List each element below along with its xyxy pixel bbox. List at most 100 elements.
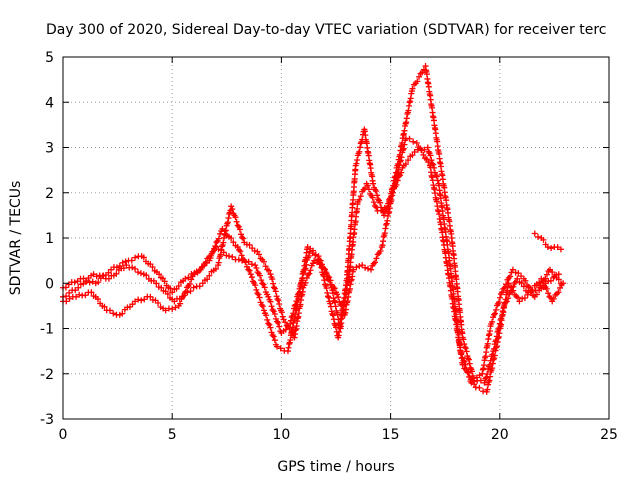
data-point-track-a <box>463 348 470 355</box>
data-point-track-b <box>199 280 206 287</box>
data-point-track-c <box>135 296 142 303</box>
data-point-track-b <box>272 288 279 295</box>
data-point-track-b <box>496 299 503 306</box>
data-point-track-c <box>268 329 275 336</box>
data-point-track-a <box>276 323 283 330</box>
data-point-track-c <box>557 284 564 291</box>
data-point-track-b <box>235 223 242 230</box>
data-point-track-b <box>327 277 334 284</box>
data-point-track-c <box>320 273 327 280</box>
data-point-track-b <box>217 251 224 258</box>
data-point-track-b <box>158 284 165 291</box>
data-point-track-c <box>330 316 337 323</box>
data-point-track-c <box>397 157 404 164</box>
data-point-track-b <box>190 284 197 291</box>
data-point-track-b <box>507 273 514 280</box>
data-point-track-a <box>260 281 267 288</box>
data-point-track-b <box>276 300 283 307</box>
data-point-track-c <box>550 295 557 302</box>
data-point-track-c <box>260 307 267 314</box>
data-point-track-d <box>540 236 547 243</box>
data-point-track-b <box>353 264 360 271</box>
data-point-track-c <box>476 384 483 391</box>
data-point-track-b <box>271 285 278 292</box>
data-point-track-a <box>149 263 156 270</box>
data-point-track-a <box>256 272 263 279</box>
data-point-track-c <box>255 291 262 298</box>
data-point-track-c <box>539 278 546 285</box>
data-point-track-b <box>105 275 112 282</box>
data-point-track-a <box>267 298 274 305</box>
data-point-track-c <box>106 307 113 314</box>
data-point-track-c <box>94 296 101 303</box>
data-point-track-b <box>411 149 418 156</box>
data-point-track-c <box>266 321 273 328</box>
data-point-track-c <box>353 160 360 167</box>
data-point-track-b <box>496 294 503 301</box>
data-point-track-b <box>132 265 139 272</box>
axis-ticks: 0 5 10 15 20 25 -3 -2 -1 0 1 2 3 4 5 <box>40 50 618 443</box>
data-point-track-c <box>270 333 277 340</box>
data-point-track-a <box>258 277 265 284</box>
data-point-track-c <box>327 303 334 310</box>
data-point-track-a <box>543 271 550 278</box>
data-point-track-a <box>140 254 147 261</box>
data-point-track-c <box>73 293 80 300</box>
data-point-track-c <box>274 343 281 350</box>
data-point-track-a <box>105 269 112 276</box>
data-point-track-b <box>265 267 272 274</box>
data-point-track-c <box>354 157 361 164</box>
data-point-track-b <box>220 239 227 246</box>
data-point-track-c <box>401 141 408 148</box>
data-point-track-d <box>544 244 551 251</box>
data-point-track-b <box>428 157 435 164</box>
data-point-track-a <box>356 196 363 203</box>
data-point-track-a <box>549 269 556 276</box>
data-point-track-c <box>464 369 471 376</box>
data-point-track-b <box>260 258 267 265</box>
data-point-track-c <box>386 196 393 203</box>
data-point-track-c <box>514 294 521 301</box>
data-point-track-a <box>481 379 488 386</box>
data-point-track-b <box>306 270 313 277</box>
data-point-track-a <box>119 259 126 266</box>
data-point-track-c <box>471 381 478 388</box>
data-point-track-b <box>427 152 434 159</box>
data-point-track-c <box>211 247 218 254</box>
y-tick-label: 0 <box>45 276 54 292</box>
data-point-track-c <box>182 288 189 295</box>
data-point-track-a <box>122 258 129 265</box>
data-point-track-c <box>374 192 381 199</box>
data-point-track-b <box>164 290 171 297</box>
data-point-track-c <box>330 312 337 319</box>
data-point-track-c <box>101 303 108 310</box>
data-point-track-a <box>156 271 163 278</box>
data-point-track-c <box>177 300 184 307</box>
data-point-track-c <box>66 295 73 302</box>
data-point-track-c <box>317 261 324 268</box>
data-point-track-a <box>370 199 377 206</box>
data-point-track-c <box>269 332 276 339</box>
data-point-track-c <box>356 148 363 155</box>
data-point-track-b <box>237 231 244 238</box>
data-point-track-a <box>372 202 379 209</box>
data-point-track-a <box>357 193 364 200</box>
data-point-track-b <box>212 265 219 272</box>
data-point-track-b <box>433 173 440 180</box>
data-point-track-a <box>248 261 255 268</box>
data-point-track-a <box>62 284 69 291</box>
y-tick-label: 2 <box>45 186 54 202</box>
x-tick-label: 10 <box>272 427 290 443</box>
data-point-track-b <box>373 255 380 262</box>
data-point-track-c <box>492 347 499 354</box>
data-point-track-b <box>228 203 235 210</box>
data-point-track-c <box>324 293 331 300</box>
data-point-track-b <box>63 293 70 300</box>
data-point-track-b <box>233 218 240 225</box>
data-point-track-a <box>175 283 182 290</box>
data-point-track-a <box>555 276 562 283</box>
data-point-track-c <box>398 154 405 161</box>
data-point-track-c <box>184 284 191 291</box>
data-point-track-c <box>63 298 70 305</box>
data-point-track-c <box>188 276 195 283</box>
